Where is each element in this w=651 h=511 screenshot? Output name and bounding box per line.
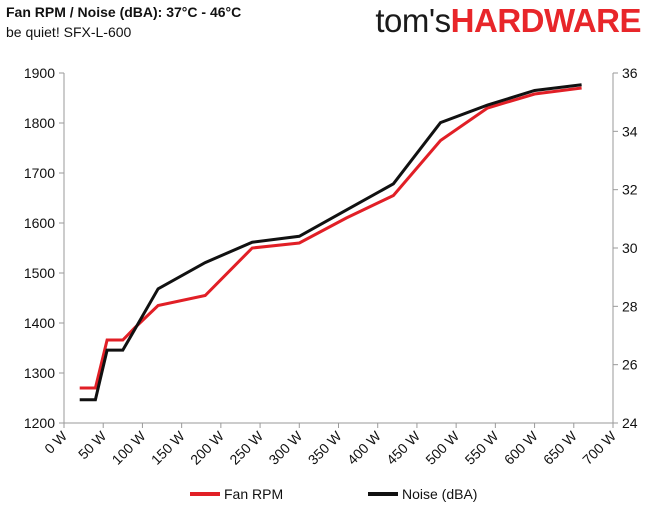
legend-label-fan-rpm: Fan RPM xyxy=(224,486,283,502)
x-tick-label: 500 W xyxy=(422,427,462,467)
x-tick-label: 350 W xyxy=(305,427,345,467)
x-tick-label: 250 W xyxy=(226,427,266,467)
y-right-tick-label: 30 xyxy=(622,240,638,256)
x-tick-label: 600 W xyxy=(501,427,541,467)
x-tick-label: 100 W xyxy=(109,427,149,467)
x-tick-label: 300 W xyxy=(265,427,305,467)
y-right-tick-label: 28 xyxy=(622,298,638,314)
noise-line xyxy=(79,83,582,402)
y-left-tick-label: 1900 xyxy=(24,65,55,81)
chart-title: Fan RPM / Noise (dBA): 37°C - 46°C xyxy=(6,4,242,20)
y-left-tick-label: 1600 xyxy=(24,215,55,231)
x-tick-label: 450 W xyxy=(383,427,423,467)
y-right-tick-label: 26 xyxy=(622,357,638,373)
y-left-tick-label: 1200 xyxy=(24,415,55,431)
x-tick-label: 650 W xyxy=(540,427,580,467)
x-tick-label: 200 W xyxy=(187,427,227,467)
fan-rpm-line xyxy=(79,86,582,390)
legend-label-noise: Noise (dBA) xyxy=(402,486,477,502)
brand-logo: tom'sHARDWARE xyxy=(375,2,641,40)
y-left-tick-label: 1500 xyxy=(24,265,55,281)
x-tick-label: 700 W xyxy=(579,427,619,467)
x-tick-label: 550 W xyxy=(462,427,502,467)
x-tick-label: 400 W xyxy=(344,427,384,467)
x-tick-label: 50 W xyxy=(75,427,110,462)
y-left-tick-label: 1700 xyxy=(24,165,55,181)
y-right-tick-label: 24 xyxy=(622,415,638,431)
y-left-tick-label: 1300 xyxy=(24,365,55,381)
y-right-tick-label: 32 xyxy=(622,182,638,198)
y-left-tick-label: 1400 xyxy=(24,315,55,331)
x-tick-label: 150 W xyxy=(148,427,188,467)
chart-subtitle: be quiet! SFX-L-600 xyxy=(6,24,132,40)
y-left-tick-label: 1800 xyxy=(24,115,55,131)
brand-logo-part2: HARDWARE xyxy=(450,2,642,39)
y-right-tick-label: 36 xyxy=(622,65,638,81)
y-right-tick-label: 34 xyxy=(622,123,638,139)
x-tick-label: 0 W xyxy=(41,427,70,456)
brand-logo-part1: tom's xyxy=(375,2,451,39)
